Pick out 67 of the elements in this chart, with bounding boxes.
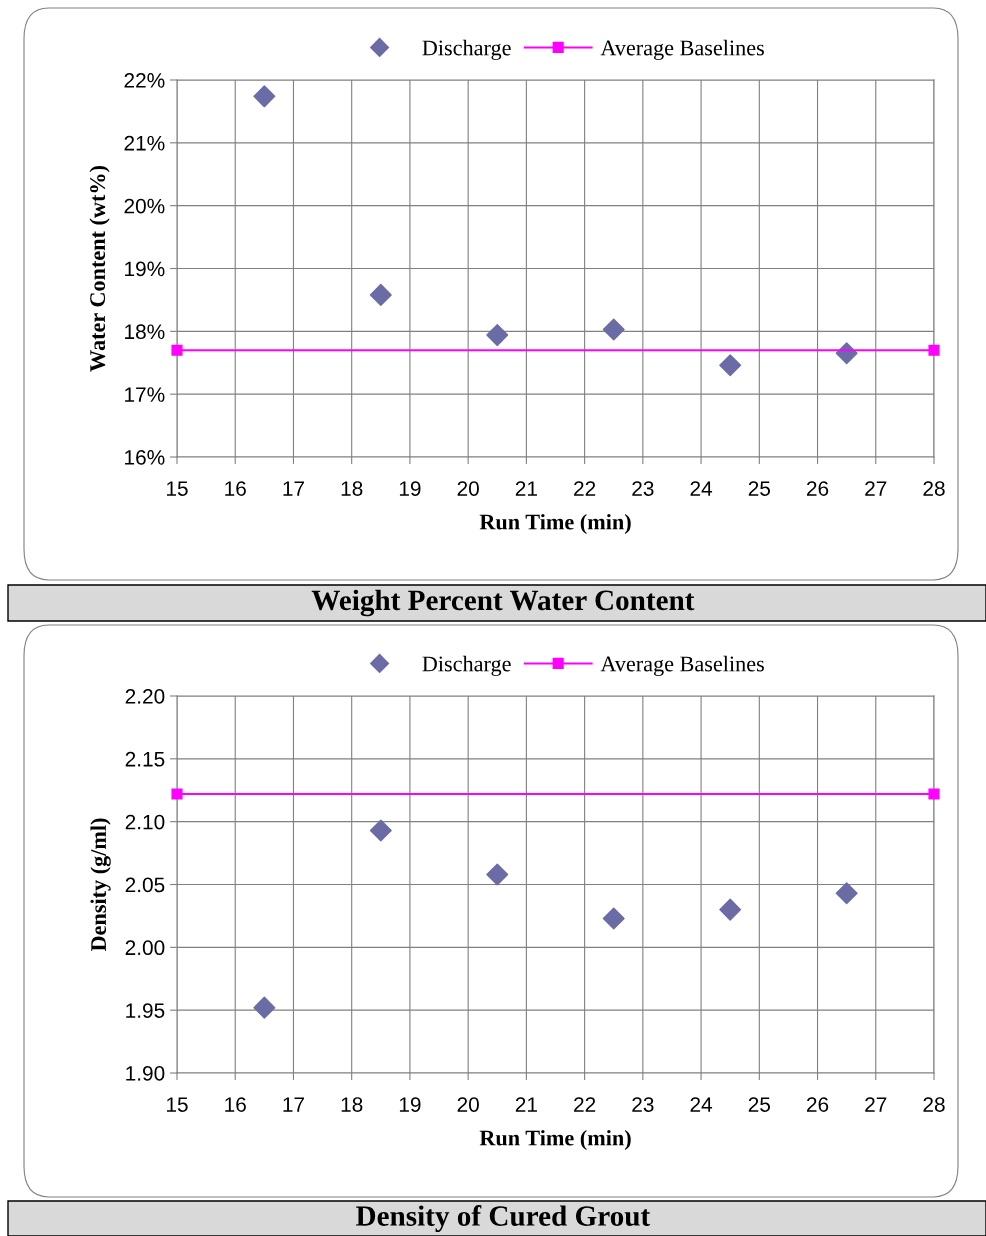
x-tick-label: 23 [632,481,654,496]
legend-label: Average Baselines [600,39,764,60]
y-tick-label: 2.20 [125,689,165,704]
y-axis-title: Density (g/ml) [90,818,111,952]
point [928,344,940,356]
y-tick-label: 2.00 [125,940,165,956]
x-tick-label: 25 [748,1097,771,1112]
x-tick-label: 26 [807,481,829,496]
x-tick-label: 20 [457,481,479,496]
x-tick-label: 19 [399,1097,421,1112]
x-tick-label: 23 [632,1097,654,1112]
x-tick-label: 15 [167,1097,188,1112]
x-tick-label: 21 [515,481,537,496]
point [171,344,183,356]
x-tick-label: 27 [865,481,887,496]
x-tick-label: 18 [341,481,363,496]
y-tick-label: 2.15 [125,751,165,767]
point [602,907,625,930]
point [719,354,742,377]
y-tick-label: 2.05 [125,877,165,893]
point [602,318,625,341]
y-tick-label: 16% [125,450,165,465]
point [928,788,940,800]
x-tick-label: 28 [923,481,945,496]
point [486,324,509,347]
point [253,85,276,108]
x-tick-label: 20 [457,1097,479,1112]
x-tick-label: 15 [167,481,188,496]
x-tick-label: 28 [923,1097,945,1112]
point [369,283,392,306]
legend-label: Discharge [422,655,511,676]
x-tick-label: 24 [690,1097,713,1112]
point [171,788,183,800]
x-tick-label: 26 [807,1097,829,1112]
x-tick-label: 18 [341,1097,363,1112]
point [486,863,509,886]
y-tick-label: 2.10 [125,814,165,830]
point [719,898,742,921]
x-tick-label: 16 [225,1097,246,1112]
text: Weight Percent Water Content [311,589,695,617]
x-tick-label: 17 [283,481,304,496]
point [835,882,858,905]
x-axis-title: Run Time (min) [479,513,631,535]
x-tick-label: 17 [283,1097,304,1112]
x-tick-label: 21 [515,1097,537,1112]
x-axis-title: Run Time (min) [479,1129,631,1151]
y-tick-label: 19% [125,261,165,277]
x-tick-label: 24 [690,481,713,496]
y-tick-label: 22% [124,73,165,88]
x-tick-label: 19 [399,481,421,496]
x-tick-label: 25 [748,481,771,496]
x-tick-label: 27 [865,1097,887,1112]
point [253,996,276,1019]
legend-label: Discharge [422,39,511,60]
y-tick-label: 20% [124,198,165,214]
y-tick-label: 17% [125,387,165,402]
y-tick-label: 1.90 [126,1066,165,1081]
x-tick-label: 22 [574,481,596,496]
legend-label: Average Baselines [600,655,764,676]
text: Density of Cured Grout [356,1205,651,1232]
y-tick-label: 21% [124,135,165,151]
point [369,819,392,842]
y-tick-label: 18% [125,324,165,340]
y-tick-label: 1.95 [126,1003,165,1018]
y-axis-title: Water Content (wt%) [89,165,110,372]
x-tick-label: 22 [574,1097,596,1112]
x-tick-label: 16 [225,481,246,496]
